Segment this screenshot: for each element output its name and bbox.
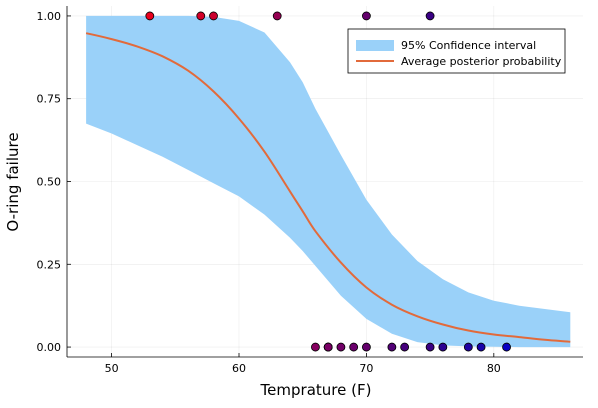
confidence-band	[86, 15, 571, 348]
observation-point	[362, 11, 371, 21]
legend: 95% Confidence interval Average posterio…	[347, 28, 566, 74]
observation-point	[425, 11, 435, 21]
x-tick-label: 80	[487, 362, 501, 375]
posterior-probability-line	[85, 32, 571, 343]
y-tick-label: 0.75	[37, 93, 62, 106]
observation-point	[400, 342, 410, 352]
x-tick-label: 60	[232, 362, 246, 375]
observation-point	[362, 342, 371, 352]
tick-labels: 50 60 70 80 0.00 0.25 0.50 0.75 1.00	[37, 10, 501, 375]
legend-band-swatch	[356, 40, 394, 51]
observation-point	[145, 11, 155, 21]
y-tick-label: 0.25	[37, 258, 62, 271]
observation-point	[502, 342, 511, 352]
observation-point	[349, 342, 359, 352]
observation-point	[336, 342, 346, 352]
x-tick-label: 50	[105, 362, 119, 375]
y-tick-label: 0.00	[37, 341, 62, 354]
series-lines	[85, 32, 571, 343]
observation-point	[425, 342, 435, 352]
legend-band-label: 95% Confidence interval	[401, 39, 536, 52]
y-tick-label: 0.50	[37, 176, 62, 189]
x-tick-label: 70	[359, 362, 373, 375]
observation-point	[438, 342, 448, 352]
legend-line-label: Average posterior probability	[401, 55, 562, 68]
observation-points	[145, 11, 511, 352]
observation-point	[476, 342, 486, 352]
x-axis-title: Temprature (F)	[260, 381, 372, 399]
y-axis-title: O-ring failure	[4, 132, 22, 231]
observation-point	[323, 342, 333, 352]
axes	[66, 6, 583, 358]
observation-point	[196, 11, 206, 21]
observation-point	[272, 11, 282, 21]
observation-point	[209, 11, 218, 21]
y-tick-label: 1.00	[37, 10, 62, 23]
observation-point	[463, 342, 473, 352]
observation-point	[387, 342, 397, 352]
observation-point	[311, 342, 320, 352]
confidence-band-area	[86, 15, 571, 348]
